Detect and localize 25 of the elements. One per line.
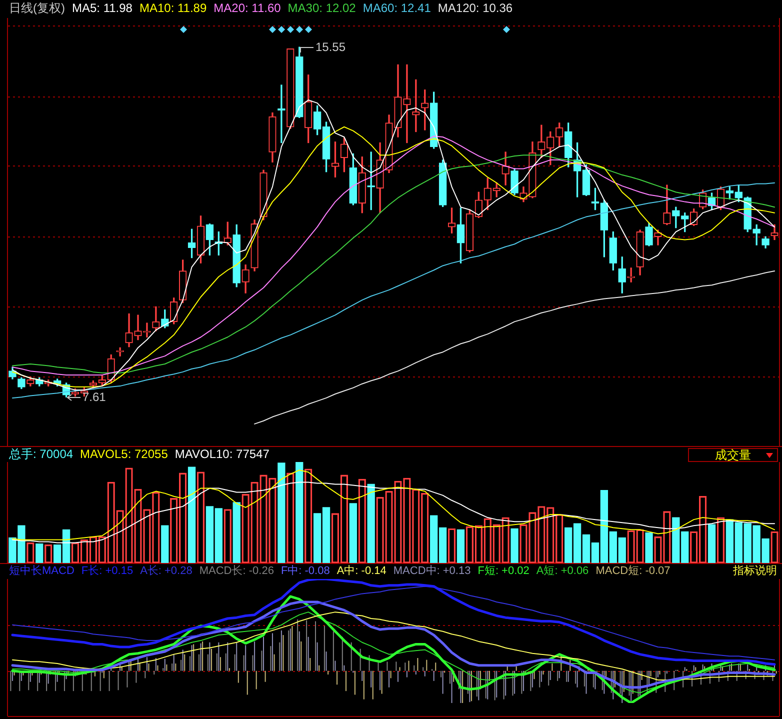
text: F短: +0.02: [478, 564, 530, 579]
text: MA30: 12.02: [288, 1, 356, 16]
text: F长: +0.15: [81, 564, 134, 579]
text: A中: -0.14: [336, 564, 386, 579]
text: MA10: 11.89: [139, 1, 207, 16]
text: A短: +0.06: [536, 564, 589, 579]
text: MAVOL10: 77547: [174, 447, 270, 462]
text: MA120: 10.36: [438, 1, 513, 16]
text: MA5: 11.98: [72, 1, 132, 16]
text: F中: -0.08: [280, 564, 330, 579]
chart-title: 日线(复权): [9, 1, 65, 16]
dropdown: 成交量: [688, 448, 778, 462]
text: MACD中: +0.13: [393, 564, 471, 579]
text: A长: +0.28: [140, 564, 192, 579]
annotation: 7.61: [82, 390, 106, 404]
text: MACD短: -0.07: [596, 564, 670, 579]
text: MA20: 11.60: [214, 1, 281, 16]
chart-subtitle: 指标说明: [733, 565, 777, 577]
chart-subtitle: 成交量: [715, 448, 751, 462]
text: MAVOL5: 72055: [80, 447, 168, 462]
text: 总手: 70004: [9, 447, 74, 462]
annotation: 15.55: [316, 40, 346, 54]
text: MACD长: -0.26: [199, 564, 274, 579]
chart-title: 短中长MACD: [9, 564, 74, 579]
text: MA60: 12.41: [362, 1, 431, 16]
